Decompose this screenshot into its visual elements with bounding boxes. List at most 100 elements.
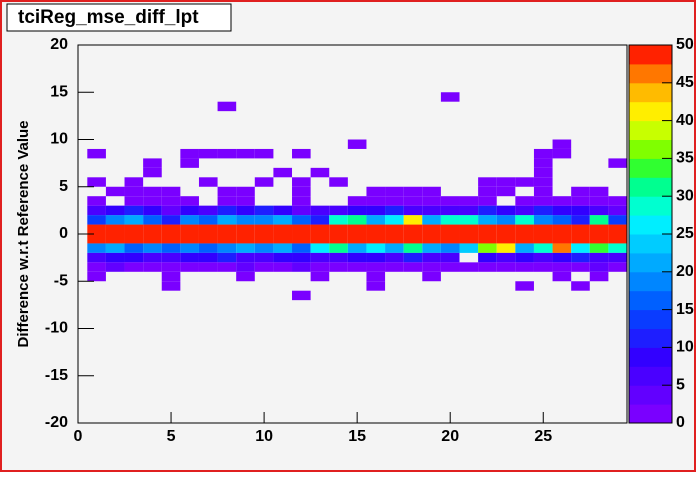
cell (496, 243, 516, 253)
cell (292, 252, 311, 263)
palette-band (629, 215, 672, 235)
y-axis-label: Difference w.r.t Reference Value (15, 120, 32, 347)
cell (161, 186, 181, 197)
cell (496, 177, 516, 187)
cell (608, 158, 627, 168)
x-tick-label: 5 (167, 428, 176, 445)
cell (273, 243, 293, 253)
y-tick-label: -10 (45, 320, 68, 337)
cell (217, 224, 237, 234)
title-box (6, 3, 232, 32)
cell (236, 215, 255, 225)
cell (366, 234, 386, 244)
cell (385, 224, 404, 234)
palette-band (629, 366, 672, 386)
cell (310, 205, 330, 216)
cell (459, 224, 479, 234)
cell (180, 262, 199, 272)
cell (403, 215, 423, 225)
cell (589, 234, 609, 244)
cell (385, 243, 404, 253)
cell (310, 167, 330, 178)
cell (515, 215, 534, 225)
cell (87, 234, 106, 244)
cell (571, 281, 590, 291)
cell (440, 92, 460, 102)
cell (292, 148, 311, 159)
cell (552, 234, 572, 244)
cell (198, 148, 218, 159)
cell (366, 215, 386, 225)
cell (515, 252, 534, 263)
cell (552, 262, 572, 272)
cell (385, 215, 404, 225)
cell (87, 177, 106, 187)
cell (347, 252, 367, 263)
cell (310, 215, 330, 225)
cell (608, 224, 627, 234)
cell (608, 215, 627, 225)
cell (366, 281, 386, 291)
y-tick-label: 15 (50, 83, 68, 100)
cell (329, 224, 348, 234)
cell (552, 205, 572, 216)
cell (366, 262, 386, 272)
cell (273, 262, 293, 272)
cell (143, 186, 162, 197)
cell (273, 234, 293, 244)
cell (478, 224, 497, 234)
cell (273, 224, 293, 234)
cell (347, 243, 367, 253)
cell (236, 148, 255, 159)
cell (478, 215, 497, 225)
cell (124, 224, 144, 234)
palette-band (629, 271, 672, 292)
cell (589, 186, 609, 197)
palette-band (629, 63, 672, 84)
x-tick-label: 0 (74, 428, 83, 445)
cell (459, 205, 479, 216)
cell (143, 158, 162, 168)
cell (347, 262, 367, 272)
cell (478, 186, 497, 197)
palette-band (629, 196, 672, 216)
cell (329, 205, 348, 216)
cell (347, 139, 367, 149)
cell (161, 262, 181, 272)
cell (161, 196, 181, 206)
cell (180, 252, 199, 263)
palette-band (629, 82, 672, 103)
cell (254, 148, 274, 159)
cell (329, 215, 348, 225)
cell (124, 186, 144, 197)
cell (310, 271, 330, 282)
cell (552, 243, 572, 253)
cell (124, 205, 144, 216)
cell (124, 196, 144, 206)
palette-band (629, 252, 672, 273)
cell (329, 177, 348, 187)
palette-band (629, 290, 672, 311)
cell (236, 186, 255, 197)
cell (440, 196, 460, 206)
palette-band (629, 404, 672, 424)
cell (236, 243, 255, 253)
cell (459, 234, 479, 244)
palette-band (629, 309, 672, 329)
cell (292, 262, 311, 272)
cell (552, 271, 572, 282)
cell (571, 224, 590, 234)
cell (217, 186, 237, 197)
cell (254, 215, 274, 225)
palette-band (629, 101, 672, 122)
cell (459, 243, 479, 253)
cell (478, 252, 497, 263)
palette-band (629, 177, 672, 197)
cell (180, 224, 199, 234)
cell (180, 234, 199, 244)
cell (533, 167, 553, 178)
cell (105, 262, 125, 272)
cell (422, 196, 441, 206)
cell (366, 186, 386, 197)
